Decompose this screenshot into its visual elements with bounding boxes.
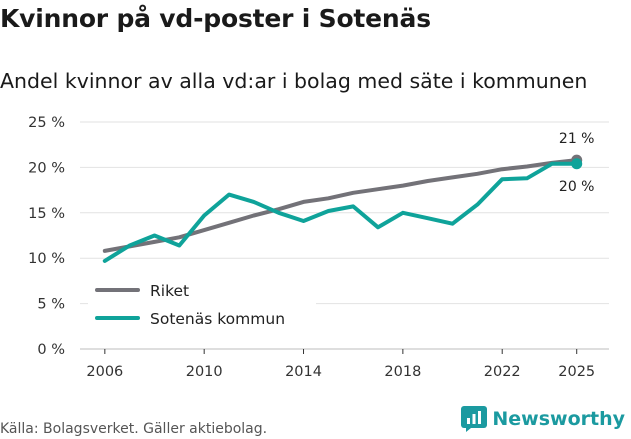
- legend-label-sotenas: Sotenäs kommun: [150, 310, 285, 328]
- x-tick-label-2018: 2018: [384, 364, 421, 380]
- legend: Riket Sotenäs kommun: [88, 276, 316, 336]
- end-point-sotenas: [571, 158, 583, 170]
- brand-name: Newsworthy: [492, 408, 625, 430]
- x-tick-label-2014: 2014: [285, 364, 322, 380]
- x-tick-label-2022: 2022: [484, 364, 521, 380]
- x-tick-label-2006: 2006: [86, 364, 123, 380]
- y-tick-label-5: 5 %: [37, 297, 65, 313]
- legend-label-riket: Riket: [150, 282, 189, 300]
- y-tick-label-15: 15 %: [28, 206, 65, 222]
- y-axis-ticks: 0 % 5 % 10 % 15 % 20 % 25 %: [28, 115, 65, 358]
- x-tick-label-2010: 2010: [186, 364, 223, 380]
- y-tick-label-25: 25 %: [28, 115, 65, 131]
- x-axis-ticks: 2006 2010 2014 2018 2022 2025: [86, 349, 595, 380]
- source-note: Källa: Bolagsverket. Gäller aktiebolag.: [0, 421, 268, 437]
- end-label-sotenas: 20 %: [559, 179, 595, 195]
- chart-subtitle: Andel kvinnor av alla vd:ar i bolag med …: [0, 69, 588, 93]
- y-tick-label-20: 20 %: [28, 160, 65, 176]
- y-tick-label-0: 0 %: [37, 342, 65, 358]
- series-lines: 21 % 20 %: [102, 131, 595, 263]
- brand-logo: Newsworthy: [461, 406, 625, 432]
- newsworthy-logo-icon: [461, 406, 488, 432]
- legend-background: [88, 276, 316, 336]
- series-line-riket: [102, 158, 579, 253]
- chart-title: Kvinnor på vd-poster i Sotenäs: [0, 4, 431, 33]
- x-tick-label-2025: 2025: [558, 364, 595, 380]
- end-label-riket: 21 %: [559, 131, 595, 147]
- gridlines: [80, 121, 609, 350]
- series-line-sotenas: [102, 161, 579, 263]
- y-tick-label-10: 10 %: [28, 251, 65, 267]
